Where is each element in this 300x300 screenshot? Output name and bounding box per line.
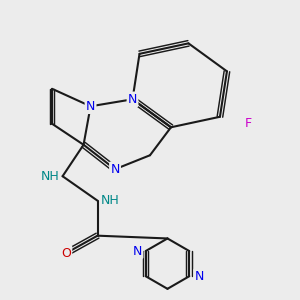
Text: F: F <box>244 117 251 130</box>
Text: NH: NH <box>101 194 120 207</box>
Text: N: N <box>86 100 95 113</box>
Text: N: N <box>194 270 204 283</box>
Text: N: N <box>110 163 120 176</box>
Text: N: N <box>128 93 137 106</box>
Text: N: N <box>133 244 142 258</box>
Text: NH: NH <box>40 170 59 183</box>
Text: O: O <box>61 247 71 260</box>
